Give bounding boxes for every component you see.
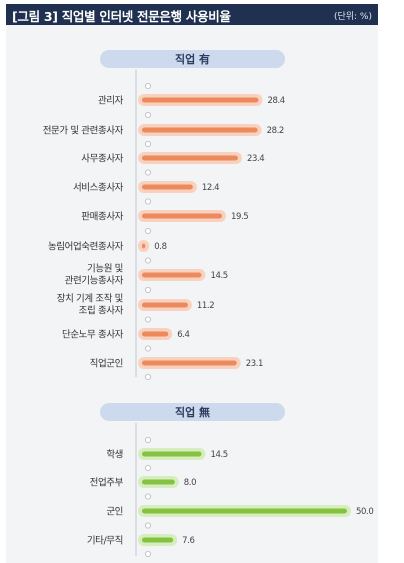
value-label: 50.0 <box>356 507 373 517</box>
axis-marker <box>144 345 152 352</box>
category-label: 조립 종사자 <box>79 305 124 317</box>
section-pill <box>100 50 285 68</box>
bar <box>142 537 174 543</box>
value-label: 8.0 <box>184 478 196 488</box>
axis-marker <box>144 198 152 205</box>
category-label: 사무종사자 <box>81 154 123 165</box>
axis-marker <box>144 286 152 294</box>
axis-marker <box>144 227 152 235</box>
value-label: 23.4 <box>247 154 264 164</box>
value-label: 6.4 <box>177 330 189 340</box>
category-label: 관리자 <box>98 96 124 107</box>
figure-title: [그림 3] 직업별 인터넷 전문은행 사용비율 <box>12 9 231 24</box>
category-label: 농림어업숙련종사자 <box>48 241 124 253</box>
chart-panel <box>6 25 378 563</box>
axis-marker <box>144 111 152 119</box>
axis-marker <box>144 140 152 148</box>
figure-header: [그림 3] 직업별 인터넷 전문은행 사용비율 (단위: %) <box>6 4 378 25</box>
value-label: 28.2 <box>267 126 284 136</box>
category-label: 학생 <box>106 450 123 461</box>
bar <box>142 272 202 278</box>
category-label: 전업주부 <box>90 477 124 489</box>
bar <box>142 127 258 133</box>
category-label: 군인 <box>106 507 123 518</box>
category-label: 판매종사자 <box>81 212 123 223</box>
axis-marker <box>144 522 152 529</box>
unit-label: (단위: %) <box>333 12 372 22</box>
axis-marker <box>144 169 152 176</box>
bar <box>142 184 193 190</box>
value-label: 14.5 <box>210 450 227 460</box>
bar <box>142 508 347 514</box>
bar <box>142 97 259 103</box>
section-label: 직업 有 <box>175 52 210 66</box>
bar <box>142 302 188 308</box>
category-label: 관련기능종사자 <box>65 276 124 287</box>
value-label: 19.5 <box>231 212 248 222</box>
category-label: 전문가 및 관련종사자 <box>43 125 124 137</box>
value-label: 23.1 <box>246 359 263 369</box>
category-label: 장치 기계 조작 및 <box>57 293 124 305</box>
axis-marker <box>144 464 152 472</box>
axis-marker <box>144 257 152 264</box>
axis-marker <box>144 316 152 323</box>
category-label: 직업군인 <box>90 358 123 370</box>
bar <box>142 243 146 249</box>
axis-marker <box>144 493 152 500</box>
value-label: 12.4 <box>202 183 219 193</box>
category-label: 기타/무직 <box>87 536 123 547</box>
section-pill <box>100 403 285 421</box>
value-label: 7.6 <box>182 536 194 546</box>
axis-marker <box>144 82 152 90</box>
axis-marker <box>144 373 152 381</box>
category-label: 기능원 및 <box>87 263 124 275</box>
value-label: 28.4 <box>267 96 284 106</box>
bar <box>142 213 222 219</box>
axis-marker <box>144 436 152 444</box>
value-label: 11.2 <box>197 301 214 311</box>
bar <box>142 360 237 366</box>
category-label: 서비스종사자 <box>73 183 124 194</box>
bar <box>142 331 169 337</box>
bar <box>142 479 175 485</box>
section-label: 직업 無 <box>175 405 210 419</box>
category-label: 단순노무 종사자 <box>62 330 124 341</box>
value-label: 0.8 <box>154 242 166 252</box>
axis-marker <box>144 550 152 558</box>
bar <box>142 155 238 161</box>
bar <box>142 451 202 457</box>
value-label: 14.5 <box>210 271 227 281</box>
